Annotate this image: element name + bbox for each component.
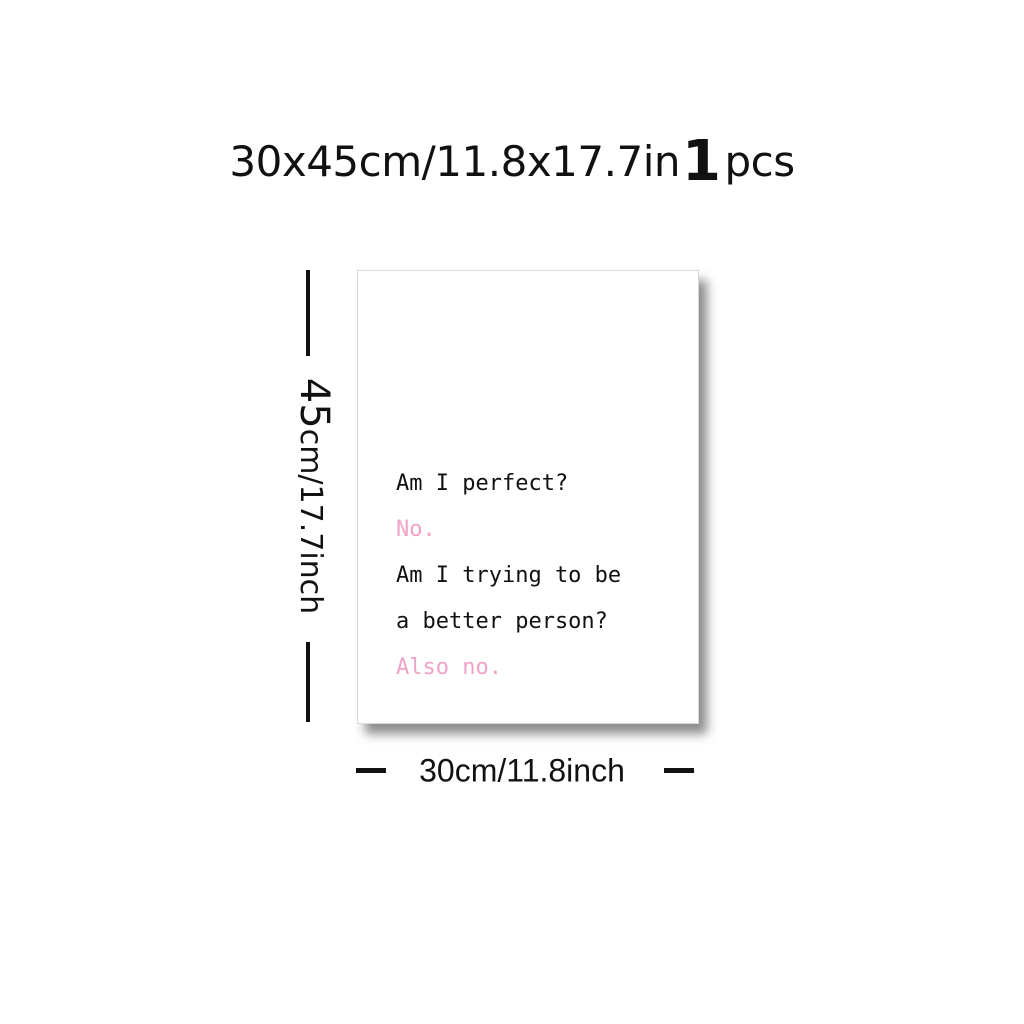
poster-quote: Am I perfect? No. Am I trying to be a be… (396, 461, 621, 691)
quote-line-1: Am I perfect? (396, 471, 569, 496)
height-dimension-line-top (306, 270, 310, 356)
height-dimension-line-bottom (306, 642, 310, 722)
height-dimension-label: 45cm/17.7inch (286, 377, 337, 615)
height-unit-text: cm/17.7inch (293, 428, 328, 615)
size-text: 30x45cm/11.8x17.7in (229, 137, 680, 186)
width-dimension-dash-right (664, 768, 694, 773)
quantity-number: 1 (681, 129, 721, 194)
height-value: 45 (291, 377, 337, 429)
quote-line-4: a better person? (396, 609, 608, 634)
width-dimension-label: 30cm/11.8inch (419, 752, 625, 789)
quote-line-3: Am I trying to be (396, 563, 622, 588)
quantity-unit: pcs (724, 137, 795, 186)
size-heading: 30x45cm/11.8x17.7in1pcs (0, 132, 1024, 192)
width-dimension-dash-left (356, 768, 386, 773)
poster-card: Am I perfect? No. Am I trying to be a be… (357, 270, 699, 724)
quote-line-5: Also no. (396, 655, 502, 680)
quote-line-2: No. (396, 517, 436, 542)
